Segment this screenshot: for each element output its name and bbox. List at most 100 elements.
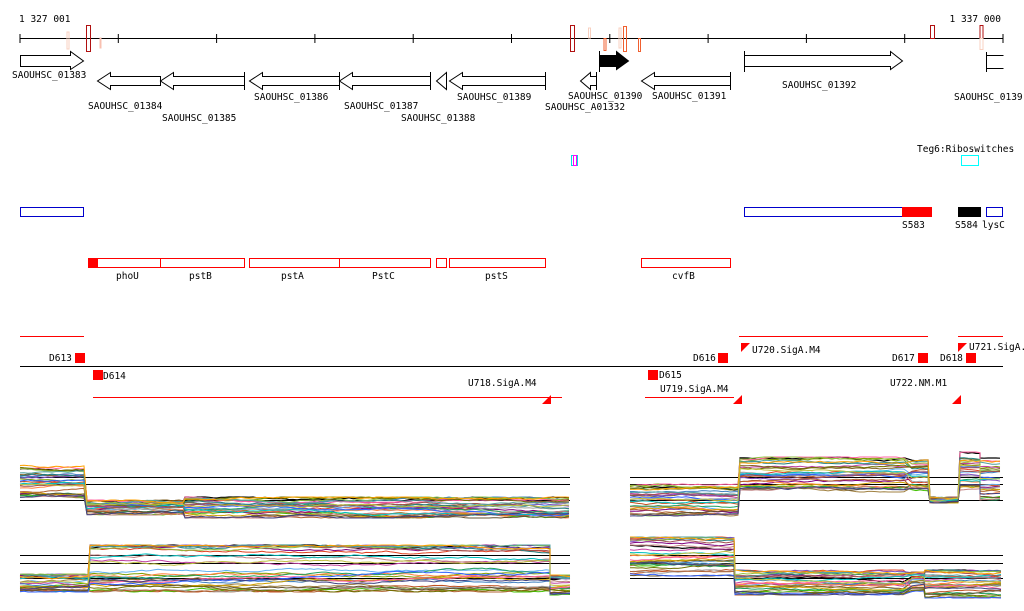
srna-feature-S583[interactable] [902,207,932,217]
expression-series-line [19,567,571,590]
expression-series-line [19,584,571,593]
expression-series-line [629,480,1001,511]
operon-track: phoU pstB pstA PstC pstS cvfB [88,258,731,282]
marker-D616[interactable] [718,353,728,363]
tss-marker [66,31,70,50]
gene-label: SAOUHSC_01391 [652,91,727,102]
gene-label: SAOUHSC_01386 [254,92,329,103]
ruler-start-label: 1 327 001 [19,14,71,25]
expression-series-line [20,468,569,506]
operon-marker [88,258,98,268]
transcript-label: U722.NM.M1 [890,378,947,389]
operon-label: PstC [372,271,395,282]
expression-series-line [630,536,1002,575]
operon-label: cvfB [672,271,695,282]
gene-SAOUHSC_01391[interactable]: SAOUHSC_01391 [640,71,731,102]
transcript-label: D614 [103,371,126,382]
expression-series-line [19,588,571,595]
expression-series-line [629,550,1002,585]
transcript-label: D618 [940,353,963,364]
operon-pstB[interactable] [160,258,245,268]
expression-series-line [19,544,571,580]
srna-feature[interactable] [20,207,84,217]
expression-series-line [19,483,570,509]
gene-label: SAOUHSC_A01332 [545,102,625,113]
expression-series-line [19,570,571,595]
tss-marker [603,38,607,51]
srna-feature-lysC[interactable] [986,207,1003,217]
operon-cvfB[interactable] [641,258,731,268]
transcript-label: U721.SigA. [969,342,1024,353]
operon-label: pstS [485,271,508,282]
riboswitch-track: Teg6:Riboswitches [571,144,1014,166]
gene-SAOUHSC_01386[interactable]: SAOUHSC_01386 [248,71,340,103]
marker-U722[interactable] [952,395,961,404]
srna-feature-S584[interactable] [958,207,981,217]
riboswitch-feature[interactable] [573,155,577,166]
gene-SAOUHSC_A01332[interactable]: SAOUHSC_A01332 [545,71,625,113]
expression-series-line [19,575,571,590]
gene-SAOUHSC_01384[interactable]: SAOUHSC_01384 [88,71,163,113]
gene-SAOUHSC_01385[interactable]: SAOUHSC_01385 [159,71,245,124]
operon-phoU[interactable] [88,258,161,268]
gene-SAOUHSC_01389[interactable]: SAOUHSC_01389 [448,71,546,103]
marker-U720[interactable] [741,343,750,352]
expression-series-line [19,467,570,505]
tss-marker [86,25,91,52]
tss-marker [979,25,984,39]
transcript-label: U720.SigA.M4 [752,345,821,356]
expression-series-line [19,578,571,595]
gene-label: SAOUHSC_01389 [457,92,532,103]
expression-series-line [630,563,1002,596]
operon-PstC[interactable] [339,258,431,268]
gene-track: SAOUHSC_01383 SAOUHSC_01384 SAOUHSC_0138… [12,50,1023,125]
marker-D618[interactable] [966,353,976,363]
expression-series-line [19,483,570,509]
expression-series-line [19,559,571,586]
tss-marker [618,27,622,49]
tss-marker [638,38,641,52]
srna-feature[interactable] [744,207,903,217]
expression-series-line [19,567,571,593]
gene-SAOUHSC_01392[interactable]: SAOUHSC_01392 [744,50,904,91]
srna-label: lysC [982,220,1005,231]
tss-marker [930,25,935,39]
gene-label: SAOUHSC_01383 [12,70,86,81]
expression-series-line [19,575,571,589]
gene-label: SAOUHSC_01388 [401,113,476,124]
expression-series-line [19,553,571,580]
marker-D613[interactable] [75,353,85,363]
operon-label: pstA [281,271,304,282]
gene-SAOUHSC_01388[interactable]: SAOUHSC_01388 [401,71,476,125]
expression-series-line [629,536,1002,579]
transcript-label: D617 [892,353,915,364]
tss-markers [66,25,984,52]
gene-label: SAOUHSC_0139 [954,92,1023,103]
expression-series-line [629,459,1001,500]
gene-SAOUHSC_0139[interactable]: SAOUHSC_0139 [954,52,1023,103]
transcript-label: D615 [659,370,682,381]
operon-pstA[interactable] [249,258,340,268]
riboswitch-feature[interactable] [961,155,979,166]
srna-label: S583 [902,220,925,231]
tss-marker [588,27,591,39]
tss-marker [979,38,984,50]
expression-series-line [629,564,1002,598]
marker-D615[interactable] [648,370,658,380]
marker-U719[interactable] [733,395,742,404]
gene-label: SAOUHSC_01385 [162,113,236,124]
operon-pstS[interactable] [449,258,546,268]
gene-SAOUHSC_01390[interactable]: SAOUHSC_01390 [568,50,643,102]
transcript-label: U718.SigA.M4 [468,378,537,389]
srna-label: S584 [955,220,978,231]
gene-SAOUHSC_01387[interactable]: SAOUHSC_01387 [338,71,431,112]
gene-SAOUHSC_01383[interactable]: SAOUHSC_01383 [12,50,86,82]
expression-series-line [629,483,1001,517]
marker-D614[interactable] [93,370,103,380]
expression-series-line [629,554,1002,587]
expression-profiles [19,451,1003,599]
operon-small[interactable] [436,258,447,268]
marker-D617[interactable] [918,353,928,363]
marker-U718[interactable] [542,395,551,404]
marker-U721[interactable] [958,343,967,352]
